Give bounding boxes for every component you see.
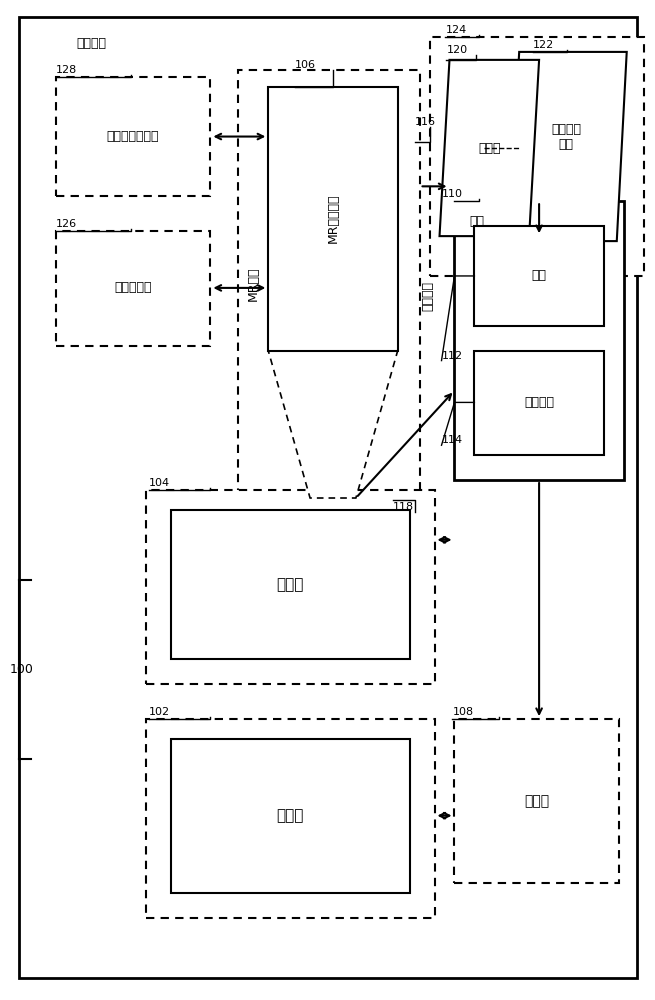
- Text: 114: 114: [441, 435, 462, 445]
- Text: 126: 126: [56, 219, 77, 229]
- Text: 108: 108: [453, 707, 474, 717]
- Bar: [455, 201, 624, 480]
- Text: MR覆盖组件: MR覆盖组件: [326, 193, 339, 243]
- Polygon shape: [440, 60, 539, 236]
- Text: 注视跟踪传感器: 注视跟踪传感器: [107, 130, 159, 143]
- Bar: [269, 87, 398, 351]
- Text: 128: 128: [56, 65, 77, 75]
- Text: 镜头: 镜头: [532, 269, 547, 282]
- Text: 122: 122: [533, 40, 554, 50]
- Text: 计算设备: 计算设备: [76, 37, 106, 50]
- Text: 102: 102: [149, 707, 170, 717]
- Text: 124: 124: [445, 25, 467, 35]
- Text: 处理器: 处理器: [276, 808, 304, 823]
- Text: 现实世界
图像: 现实世界 图像: [551, 123, 581, 151]
- Text: 118: 118: [393, 502, 414, 512]
- Text: 104: 104: [149, 478, 170, 488]
- Bar: [238, 70, 420, 498]
- Text: 显示器: 显示器: [525, 794, 550, 808]
- Bar: [430, 37, 644, 276]
- Text: 116: 116: [415, 117, 436, 127]
- Text: 存储器: 存储器: [276, 577, 304, 592]
- Text: 110: 110: [441, 189, 462, 199]
- Polygon shape: [269, 351, 398, 498]
- Bar: [146, 490, 434, 684]
- Bar: [474, 351, 604, 455]
- Text: 聚焦组件: 聚焦组件: [524, 396, 554, 409]
- Polygon shape: [509, 52, 627, 241]
- Bar: [171, 739, 409, 893]
- Bar: [56, 231, 210, 346]
- Text: 相机: 相机: [470, 215, 485, 228]
- Text: 106: 106: [295, 60, 316, 70]
- Bar: [146, 719, 434, 918]
- Text: 120: 120: [447, 45, 468, 55]
- Text: 全息图: 全息图: [478, 142, 500, 155]
- Bar: [56, 77, 210, 196]
- Bar: [171, 510, 409, 659]
- Text: 深度传感器: 深度传感器: [114, 281, 151, 294]
- Bar: [455, 719, 619, 883]
- Text: 深度信息: 深度信息: [421, 281, 434, 311]
- Bar: [474, 226, 604, 326]
- Text: 112: 112: [441, 351, 462, 361]
- Text: 100: 100: [9, 663, 33, 676]
- Text: MR应用: MR应用: [247, 267, 260, 301]
